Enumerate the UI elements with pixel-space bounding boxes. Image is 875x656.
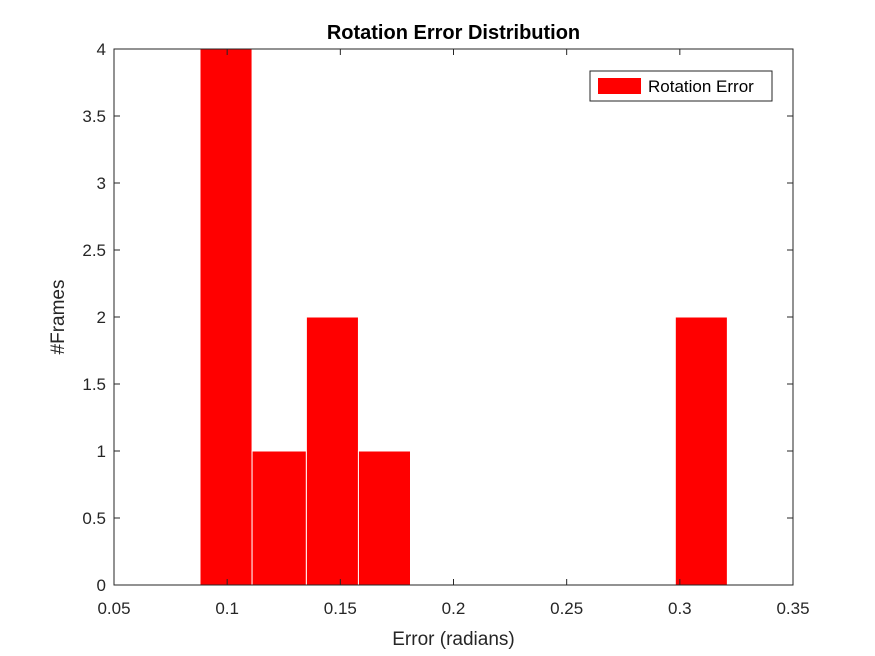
y-tick-label: 0 (97, 576, 106, 595)
histogram-bar-2 (305, 316, 359, 586)
y-tick-label: 1.5 (82, 375, 106, 394)
legend-swatch (598, 78, 641, 94)
x-axis-label: Error (radians) (392, 629, 514, 650)
y-tick-label: 2 (97, 308, 106, 327)
y-tick-label: 2.5 (82, 241, 106, 260)
x-tick-label: 0.2 (442, 599, 466, 618)
legend-box (589, 70, 773, 102)
y-tick-label: 3 (97, 174, 106, 193)
legend-label: Rotation Error (648, 77, 754, 96)
histogram-bar-1 (251, 450, 307, 586)
x-tick-label: 0.15 (324, 599, 357, 618)
histogram-bar-0 (199, 48, 253, 586)
x-axis-ticks: 0.05 0.1 0.15 0.2 0.25 0.3 0.35 (97, 49, 810, 618)
y-axis-label: #Frames (48, 280, 69, 355)
x-tick-label: 0.1 (215, 599, 239, 618)
x-tick-label: 0.25 (550, 599, 583, 618)
chart-title: Rotation Error Distribution (327, 22, 580, 44)
y-tick-label: 3.5 (82, 107, 106, 126)
legend: Rotation Error (589, 70, 773, 102)
y-tick-label: 0.5 (82, 509, 106, 528)
histogram-bar-3 (357, 450, 411, 586)
y-tick-label: 4 (97, 40, 106, 59)
histogram-bar-4 (674, 316, 728, 586)
bars-group (199, 48, 728, 586)
y-axis-ticks: 0 0.5 1 1.5 2 2.5 3 3.5 4 (82, 40, 793, 595)
x-tick-label: 0.3 (668, 599, 692, 618)
x-tick-label: 0.35 (776, 599, 809, 618)
x-tick-label: 0.05 (97, 599, 130, 618)
y-tick-label: 1 (97, 442, 106, 461)
